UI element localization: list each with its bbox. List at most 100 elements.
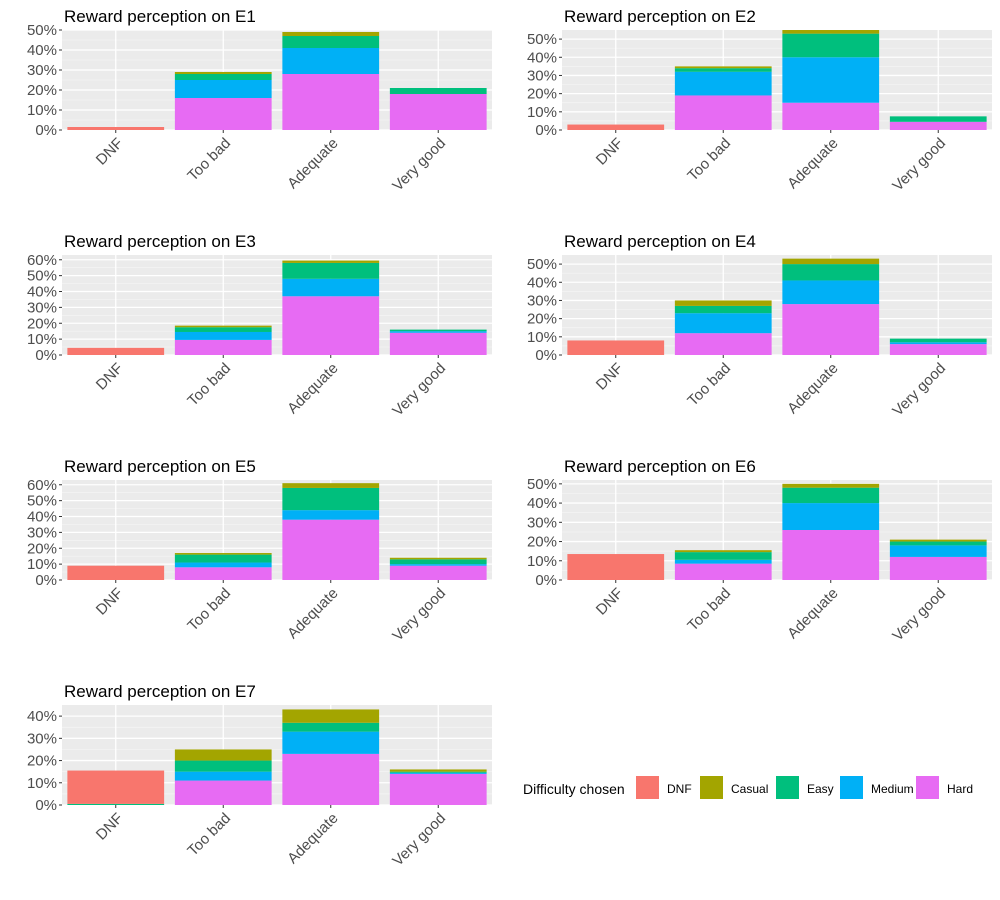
bar-dnf-dnf [67,127,165,130]
bar-easy-adequate [282,487,380,511]
bar-medium-too-bad [674,71,772,96]
legend-key-medium [840,776,863,799]
x-tick-label: Adequate [284,810,341,867]
chart-panel-e5: Reward perception on E5 0%10%20%30%40%50%… [27,457,492,645]
y-tick-label: 10% [27,775,57,792]
bar-hard-very-good [889,344,987,355]
y-tick-label: 10% [527,329,557,346]
bar-dnf-dnf [567,340,665,355]
plot-background [562,30,992,130]
x-tick-label: Too bad [684,585,734,635]
bar-hard-adequate [282,519,380,580]
chart-panel-e4: Reward perception on E4 0%10%20% 30%40%50%… [527,232,992,420]
legend-key-dnf [636,776,659,799]
panel-title: Reward perception on E1 [64,7,256,26]
x-tick-label: Very good [889,360,949,420]
bar-easy-adequate [282,262,380,279]
bar-casual-adequate [782,483,880,488]
x-tick-label: DNF [593,135,627,169]
bar-medium-adequate [282,278,380,297]
panel-title: Reward perception on E4 [564,232,756,251]
y-tick-label: 0% [535,572,557,589]
bar-easy-adequate [782,33,880,58]
bar-casual-too-bad [674,550,772,553]
x-tick-label: DNF [93,135,127,169]
bar-medium-too-bad [174,562,272,568]
x-tick-label: Very good [889,135,949,195]
y-tick-label: 20% [27,82,57,99]
bar-easy-dnf [67,803,165,805]
bar-hard-adequate [282,296,380,355]
y-tick-label: 10% [27,102,57,119]
x-tick-label: Too bad [184,585,234,635]
bar-dnf-dnf [67,770,165,804]
bar-easy-too-bad [674,68,772,72]
bar-casual-too-bad [174,553,272,555]
bar-hard-very-good [389,565,487,580]
y-tick-label: 40% [27,708,57,725]
x-tick-label: DNF [93,360,127,394]
x-tick-label: Adequate [284,360,341,417]
x-tick-label: DNF [93,585,127,619]
panel-title: Reward perception on E5 [64,457,256,476]
bar-hard-too-bad [174,339,272,355]
y-tick-label: 40% [27,284,57,301]
legend-label-easy: Easy [807,782,834,796]
chart-panel-e6: Reward perception on E6 0% 10% 20% 30% 40% 50%… [527,457,992,645]
bar-hard-adequate [282,753,380,805]
bar-casual-very-good [389,557,487,560]
bar-medium-adequate [282,731,380,754]
y-tick-label: 20% [527,311,557,328]
y-tick-label: 40% [527,49,557,66]
chart-panel-e2: Reward perception on E2 0%10%20% 30%40%50%… [527,7,992,195]
x-tick-label: Too bad [184,360,234,410]
y-tick-label: 20% [27,540,57,557]
y-tick-label: 0% [35,797,57,814]
bar-hard-very-good [389,773,487,805]
bar-casual-adequate [782,30,880,34]
legend-key-hard [916,776,939,799]
bar-dnf-dnf [567,124,665,130]
chart-panel-e3: Reward perception on E3 0%10%20%30%40%50%… [27,232,492,420]
y-tick-label: 30% [27,730,57,747]
x-tick-label: Adequate [784,585,841,642]
panel-title: Reward perception on E2 [564,7,756,26]
x-tick-label: Too bad [184,810,234,860]
bar-easy-very-good [389,329,487,332]
y-tick-label: 30% [27,299,57,316]
y-tick-label: 0% [35,122,57,139]
y-tick-label: 60% [27,477,57,494]
y-tick-label: 30% [527,292,557,309]
bar-medium-very-good [389,772,487,774]
bar-hard-very-good [389,94,487,130]
y-tick-label: 60% [27,252,57,269]
bar-medium-too-bad [174,771,272,781]
y-tick-label: 0% [35,572,57,589]
y-tick-label: 50% [27,22,57,39]
legend-key-casual [700,776,723,799]
y-tick-label: 20% [527,86,557,103]
bar-easy-very-good [389,88,487,94]
bar-medium-adequate [782,280,880,305]
x-tick-label: Very good [389,360,449,420]
x-tick-label: Very good [389,135,449,195]
y-tick-label: 10% [527,104,557,121]
bar-hard-adequate [782,304,880,355]
y-tick-label: 0% [535,122,557,139]
x-tick-label: Too bad [184,135,234,185]
bar-easy-too-bad [174,554,272,563]
bar-casual-very-good [389,769,487,772]
bar-easy-adequate [782,264,880,281]
bar-casual-too-bad [174,72,272,74]
y-tick-label: 10% [27,331,57,348]
x-tick-label: Very good [889,585,949,645]
bar-dnf-dnf [567,554,665,580]
y-tick-label: 50% [527,256,557,273]
bar-hard-too-bad [174,567,272,580]
bar-casual-adequate [282,32,380,36]
y-tick-label: 0% [535,347,557,364]
y-tick-label: 20% [27,753,57,770]
legend-title: Difficulty chosen [523,781,625,797]
bar-casual-adequate [782,258,880,265]
